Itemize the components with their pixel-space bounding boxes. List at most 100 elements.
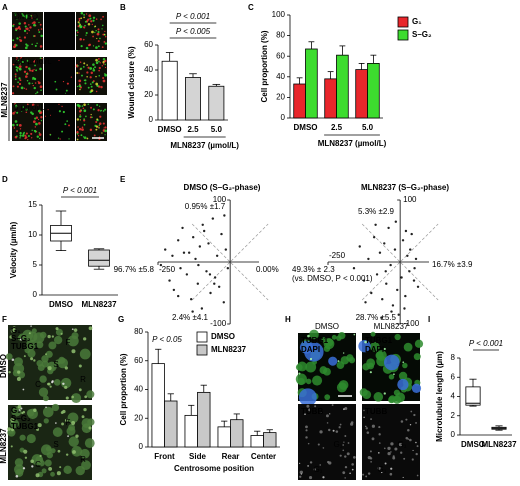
- cell-signal: [377, 466, 381, 470]
- cell-signal: [49, 114, 52, 116]
- point: [413, 267, 416, 270]
- stain-label: TUBG1: [11, 422, 39, 431]
- panel-letter: C: [248, 3, 254, 12]
- cell-signal: [402, 476, 404, 479]
- cell-signal: [41, 57, 43, 60]
- significance-label: P < 0.001: [469, 339, 503, 348]
- cell-signal: [18, 82, 22, 86]
- cell-signal: [23, 449, 28, 454]
- x-tick-label: DMSO: [461, 440, 485, 449]
- cell-signal: [28, 24, 30, 26]
- cell-signal: [78, 107, 80, 109]
- point: [189, 298, 193, 301]
- cell-signal: [36, 428, 40, 431]
- cell-signal: [351, 468, 354, 471]
- cell-signal: [314, 405, 317, 408]
- cell-signal: [86, 137, 89, 140]
- point: [202, 229, 206, 233]
- cell-signal: [39, 67, 42, 71]
- cell-signal: [24, 134, 27, 137]
- x-tick-label: 5.0: [211, 125, 223, 134]
- cell-signal: [59, 138, 61, 140]
- cell-signal: [81, 74, 83, 77]
- point: [187, 251, 191, 254]
- cell-signal: [350, 422, 354, 426]
- cell-signal: [12, 112, 15, 115]
- cell-signal: [403, 342, 413, 352]
- cell-signal: [89, 76, 92, 79]
- cell-signal: [398, 443, 403, 447]
- cell-signal: [55, 359, 61, 365]
- y-tick-label: -100: [403, 319, 420, 328]
- cell-signal: [20, 110, 23, 113]
- cell-signal: [26, 409, 35, 417]
- cell-signal: [57, 449, 61, 453]
- legend-label: MLN8237: [211, 345, 247, 354]
- cell-signal: [14, 14, 17, 17]
- cell-signal: [38, 31, 41, 33]
- cell-signal: [79, 119, 81, 121]
- cell-signal: [351, 463, 354, 466]
- cell-signal: [25, 111, 28, 114]
- cell-signal: [101, 65, 104, 67]
- bar: [263, 432, 277, 448]
- point: [404, 229, 408, 233]
- legend-swatch: [196, 344, 208, 356]
- stain-label: TUBG1: [11, 342, 39, 351]
- cell-signal: [23, 36, 27, 39]
- cell-signal: [16, 123, 19, 126]
- cell-signal: [322, 476, 325, 479]
- cell-signal: [38, 133, 42, 136]
- point: [197, 263, 200, 267]
- cell-signal: [100, 85, 103, 89]
- cell-signal: [78, 17, 81, 20]
- sector-line: [361, 223, 439, 301]
- bar: [355, 69, 368, 119]
- cell-signal: [22, 106, 25, 108]
- cell-signal: [29, 69, 32, 72]
- cell-signal: [19, 79, 22, 82]
- cell-signal: [85, 34, 87, 36]
- cell-signal: [41, 355, 49, 363]
- cell-signal: [12, 85, 15, 88]
- point: [226, 267, 230, 270]
- panel-letter: A: [2, 3, 8, 12]
- point: [213, 282, 216, 285]
- cell-signal: [39, 57, 42, 59]
- cell-signal: [62, 80, 65, 83]
- cell-signal: [22, 14, 25, 18]
- cell-signal: [102, 122, 105, 125]
- cell-signal: [95, 30, 97, 32]
- y-tick-label: 10: [28, 230, 37, 239]
- cell-signal: [82, 136, 85, 138]
- x-tick-label: Center: [251, 452, 276, 461]
- cell-signal: [58, 103, 60, 105]
- cell-signal: [61, 130, 64, 133]
- cell-signal: [373, 392, 384, 402]
- point: [358, 245, 361, 248]
- cell-signal: [327, 460, 330, 464]
- cell-label: R: [80, 455, 86, 464]
- cell-signal: [78, 388, 82, 392]
- cell-signal: [67, 435, 69, 438]
- cell-signal: [27, 349, 36, 358]
- cell-signal: [88, 14, 92, 18]
- cell-signal: [78, 84, 82, 88]
- cell-label: C: [35, 460, 41, 469]
- cell-signal: [83, 16, 85, 19]
- cell-signal: [51, 403, 60, 412]
- cell-signal: [104, 126, 107, 129]
- stain-label: TUBG1: [365, 336, 393, 345]
- cell-signal: [71, 349, 76, 354]
- cell-signal: [26, 103, 29, 106]
- cell-signal: [16, 70, 19, 72]
- cell-signal: [102, 63, 105, 65]
- panel-letter: F: [2, 315, 7, 324]
- cell-signal: [96, 118, 99, 121]
- cell-signal: [97, 109, 100, 112]
- point: [401, 239, 405, 242]
- cell-signal: [369, 371, 372, 374]
- cell-signal: [14, 12, 17, 15]
- cell-signal: [5, 353, 13, 360]
- cell-signal: [25, 108, 28, 111]
